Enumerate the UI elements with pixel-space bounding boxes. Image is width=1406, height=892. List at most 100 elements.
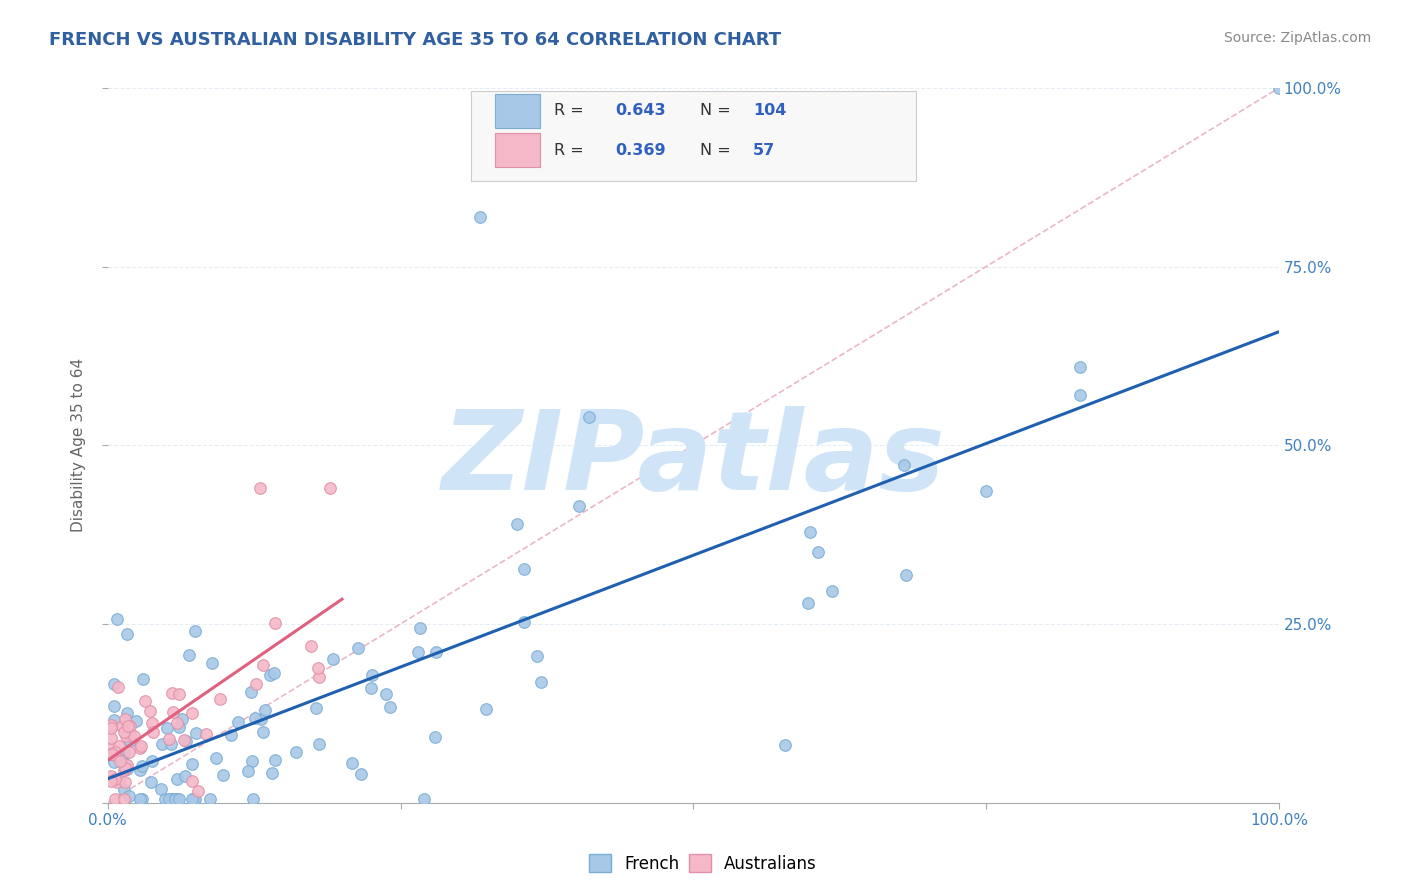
Text: 57: 57 bbox=[754, 143, 775, 158]
Point bbox=[160, 686, 183, 700]
Point bbox=[149, 781, 172, 796]
Point bbox=[166, 772, 188, 787]
Point bbox=[170, 712, 193, 726]
Point bbox=[179, 648, 201, 662]
Point bbox=[181, 792, 204, 806]
Point bbox=[180, 773, 202, 788]
Point bbox=[142, 725, 165, 739]
Point bbox=[103, 746, 125, 760]
Point bbox=[129, 763, 152, 777]
Point bbox=[308, 670, 330, 684]
Point bbox=[249, 481, 271, 495]
Point bbox=[173, 769, 195, 783]
Point bbox=[409, 621, 432, 635]
Point bbox=[530, 675, 553, 690]
Point bbox=[201, 656, 224, 670]
Point bbox=[124, 729, 146, 743]
Point bbox=[308, 737, 330, 751]
Point bbox=[226, 714, 249, 729]
Point bbox=[219, 727, 242, 741]
Point bbox=[263, 666, 285, 681]
Point bbox=[141, 754, 163, 768]
Point bbox=[150, 737, 173, 751]
Point bbox=[212, 768, 235, 782]
Point bbox=[425, 645, 447, 659]
Point bbox=[103, 713, 125, 727]
Point bbox=[114, 757, 136, 772]
Point bbox=[100, 747, 122, 761]
Point bbox=[108, 754, 131, 768]
Text: R =: R = bbox=[554, 103, 589, 119]
Legend: French, Australians: French, Australians bbox=[582, 847, 824, 880]
Point bbox=[184, 624, 207, 638]
Point bbox=[245, 710, 267, 724]
Text: Source: ZipAtlas.com: Source: ZipAtlas.com bbox=[1223, 31, 1371, 45]
Point bbox=[104, 772, 127, 786]
Point bbox=[100, 718, 122, 732]
Point bbox=[100, 773, 122, 788]
Point bbox=[132, 673, 155, 687]
Point bbox=[111, 753, 134, 767]
Point bbox=[114, 712, 136, 726]
Point bbox=[173, 732, 195, 747]
Point bbox=[117, 718, 139, 732]
Point bbox=[100, 720, 122, 734]
Point bbox=[157, 792, 180, 806]
Point bbox=[166, 715, 188, 730]
Point bbox=[115, 706, 138, 720]
Point bbox=[125, 714, 148, 728]
Point bbox=[129, 792, 152, 806]
Point bbox=[194, 726, 217, 740]
Point bbox=[799, 524, 821, 539]
Point bbox=[349, 767, 371, 781]
Point bbox=[307, 661, 329, 675]
Point bbox=[506, 517, 529, 532]
Point bbox=[157, 731, 180, 746]
Text: ZIPatlas: ZIPatlas bbox=[441, 406, 945, 513]
Point bbox=[893, 458, 915, 473]
Point bbox=[375, 687, 398, 701]
Point bbox=[342, 756, 364, 771]
Point bbox=[797, 596, 820, 610]
Point bbox=[115, 762, 138, 776]
Point bbox=[100, 731, 122, 745]
Point bbox=[108, 772, 131, 787]
Point bbox=[252, 724, 274, 739]
Point bbox=[236, 764, 259, 779]
Point bbox=[101, 747, 124, 761]
Point bbox=[129, 741, 152, 756]
Point bbox=[180, 706, 202, 721]
Point bbox=[166, 792, 188, 806]
Point bbox=[160, 792, 183, 806]
Point bbox=[347, 640, 370, 655]
Point bbox=[112, 764, 135, 778]
Point bbox=[360, 668, 382, 682]
Point bbox=[108, 739, 131, 753]
Point bbox=[118, 718, 141, 732]
Point bbox=[240, 754, 263, 768]
Point bbox=[184, 792, 207, 806]
Text: R =: R = bbox=[554, 143, 589, 158]
Point bbox=[181, 792, 204, 806]
Text: FRENCH VS AUSTRALIAN DISABILITY AGE 35 TO 64 CORRELATION CHART: FRENCH VS AUSTRALIAN DISABILITY AGE 35 T… bbox=[49, 31, 782, 49]
Point bbox=[204, 751, 226, 765]
Point bbox=[117, 789, 139, 804]
Point bbox=[120, 733, 142, 747]
Point bbox=[114, 761, 136, 775]
Point bbox=[360, 681, 382, 695]
Point bbox=[141, 715, 163, 730]
Point bbox=[167, 687, 190, 701]
Point bbox=[134, 694, 156, 708]
Point bbox=[112, 792, 135, 806]
Point bbox=[131, 759, 153, 773]
Point bbox=[169, 792, 191, 806]
Point bbox=[129, 739, 152, 753]
Point bbox=[112, 783, 135, 797]
Point bbox=[259, 668, 281, 682]
Point bbox=[165, 792, 187, 806]
Point bbox=[412, 792, 434, 806]
Point bbox=[167, 720, 190, 734]
Point bbox=[209, 692, 232, 706]
Point bbox=[512, 615, 534, 629]
Point bbox=[103, 677, 125, 691]
